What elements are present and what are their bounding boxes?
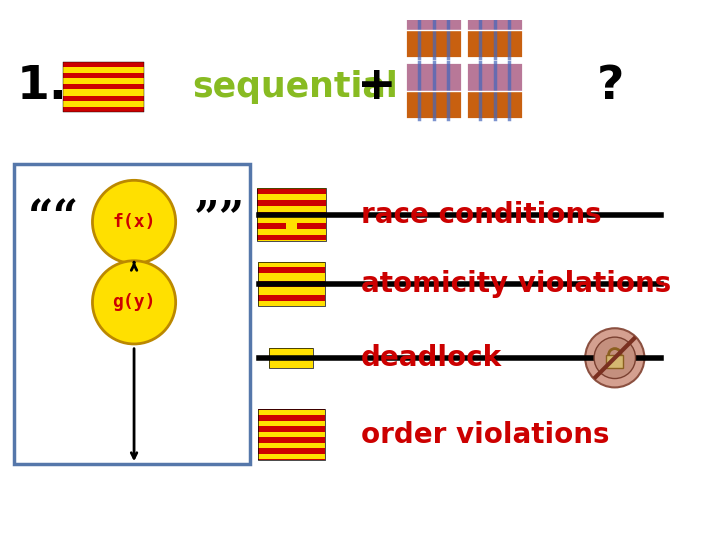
Bar (466, 30, 523, 58)
Bar (258, 262, 325, 306)
Bar (258, 262, 325, 306)
Bar (258, 267, 325, 273)
Circle shape (585, 328, 644, 387)
Bar (63, 96, 144, 100)
Bar (14, 164, 250, 464)
Text: atomicity violations: atomicity violations (361, 270, 671, 298)
Text: 1.: 1. (17, 64, 68, 110)
Circle shape (594, 337, 636, 379)
Bar (258, 409, 325, 461)
Bar (297, 224, 326, 229)
Bar (258, 281, 325, 287)
Bar (466, 62, 523, 91)
Text: deadlock: deadlock (361, 344, 502, 372)
Bar (258, 443, 325, 448)
Bar (466, 1, 523, 30)
Bar (258, 432, 325, 437)
Bar (258, 409, 325, 461)
Bar (256, 189, 326, 194)
Bar (269, 348, 313, 368)
Text: ““: ““ (28, 198, 79, 241)
Bar (405, 30, 462, 58)
Bar (405, 91, 462, 119)
Bar (63, 84, 144, 90)
Bar (256, 188, 326, 241)
Bar (63, 62, 144, 67)
Bar (269, 348, 313, 368)
Bar (63, 73, 144, 78)
Bar (466, 62, 523, 119)
Bar (256, 235, 326, 240)
Bar (466, 91, 523, 119)
Bar (405, 62, 462, 91)
Circle shape (92, 180, 176, 264)
Text: order violations: order violations (361, 421, 609, 449)
Bar (256, 188, 326, 241)
Bar (256, 200, 326, 206)
Bar (63, 107, 144, 112)
Text: race conditions: race conditions (361, 200, 601, 228)
Bar (63, 62, 144, 112)
Bar (63, 62, 144, 112)
Bar (258, 295, 325, 301)
Text: f(x): f(x) (112, 213, 156, 231)
Circle shape (92, 261, 176, 344)
Bar (258, 421, 325, 426)
Bar (405, 1, 462, 58)
Text: ””: ”” (194, 198, 246, 241)
Bar (269, 356, 313, 360)
Text: +: + (357, 64, 397, 110)
Text: sequential: sequential (192, 70, 398, 104)
Bar (258, 454, 325, 459)
Bar (606, 355, 623, 368)
Bar (405, 1, 462, 30)
Bar (256, 224, 286, 229)
Text: g(y): g(y) (112, 293, 156, 312)
Bar (258, 410, 325, 415)
Bar (466, 1, 523, 58)
Bar (256, 212, 326, 217)
Text: ?: ? (596, 64, 624, 110)
Bar (405, 62, 462, 119)
